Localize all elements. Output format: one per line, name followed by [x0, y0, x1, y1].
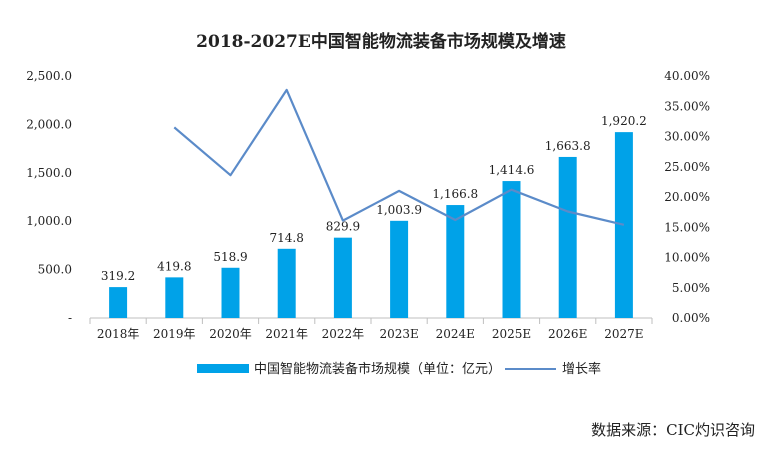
bar — [221, 267, 240, 318]
y-axis-right: 0.00% 5.00% 10.00% 15.00% 20.00% 25.00% 30.00%… — [664, 69, 710, 325]
bar-data-labels: 319.2 419.8 518.9 714.8 829.9 1,003.9 1,166.8 1… — [101, 114, 647, 283]
bar-data-label: 319.2 — [101, 269, 135, 283]
legend-bar-swatch — [197, 364, 249, 373]
legend: 中国智能物流装备市场规模（单位：亿元） 增长率 — [197, 361, 601, 377]
y-left-tick-label: 1,000.0 — [26, 214, 72, 228]
bar-data-label: 419.8 — [157, 259, 191, 273]
y-left-tick-label: 2,500.0 — [26, 69, 72, 83]
y-right-tick-label: 15.00% — [664, 220, 710, 234]
bar — [614, 132, 633, 318]
bar-data-label: 1,920.2 — [601, 114, 647, 128]
bar-data-label: 1,663.8 — [545, 139, 591, 153]
source-note: 数据来源：CIC灼识咨询 — [591, 421, 755, 439]
x-axis: 2018年 2019年 2020年 2021年 2022年 2023E 2024E 2025E… — [89, 317, 653, 341]
legend-bar-label: 中国智能物流装备市场规模（单位：亿元） — [254, 361, 501, 377]
legend-line-label: 增长率 — [562, 361, 601, 377]
x-tick-label: 2019年 — [153, 327, 196, 341]
y-right-tick-label: 5.00% — [672, 281, 710, 295]
bar — [390, 220, 409, 318]
bar-data-label: 1,003.9 — [376, 203, 422, 217]
x-tick-label: 2025E — [492, 327, 531, 341]
x-tick-label: 2027E — [604, 327, 643, 341]
bar — [502, 181, 521, 318]
y-right-tick-label: 10.00% — [664, 251, 710, 265]
x-tick-label: 2026E — [548, 327, 587, 341]
y-right-tick-label: 35.00% — [664, 99, 710, 113]
x-tick-label: 2021年 — [265, 327, 308, 341]
y-right-tick-label: 25.00% — [664, 160, 710, 174]
y-right-tick-label: 30.00% — [664, 130, 710, 144]
x-tick-label: 2018年 — [97, 327, 140, 341]
bar-data-label: 1,414.6 — [489, 163, 535, 177]
x-tick-label: 2020年 — [209, 327, 252, 341]
bar — [446, 205, 465, 318]
y-left-tick-label: 1,500.0 — [26, 166, 72, 180]
y-right-tick-label: 20.00% — [664, 190, 710, 204]
bar-series — [109, 132, 633, 318]
bar-data-label: 829.9 — [326, 220, 360, 234]
y-left-tick-label: 2,000.0 — [26, 117, 72, 131]
bar — [558, 156, 577, 318]
y-right-tick-label: 40.00% — [664, 69, 710, 83]
bar-data-label: 518.9 — [213, 250, 247, 264]
bar — [333, 237, 352, 318]
y-left-tick-label: 500.0 — [38, 263, 72, 277]
bar — [109, 287, 128, 318]
x-tick-label: 2023E — [379, 327, 418, 341]
chart-title: 2018-2027E中国智能物流装备市场规模及增速 — [196, 31, 566, 52]
bar — [165, 277, 184, 318]
y-right-tick-label: 0.00% — [672, 311, 710, 325]
line-series — [173, 88, 625, 226]
y-axis-left: - 500.0 1,000.0 1,500.0 2,000.0 2,500.0 — [26, 69, 72, 325]
x-tick-label: 2022年 — [322, 327, 365, 341]
x-tick-label: 2024E — [436, 327, 475, 341]
bar — [277, 248, 296, 318]
bar-data-label: 1,166.8 — [432, 187, 478, 201]
y-left-tick-label: - — [68, 311, 72, 325]
bar-data-label: 714.8 — [270, 231, 304, 245]
